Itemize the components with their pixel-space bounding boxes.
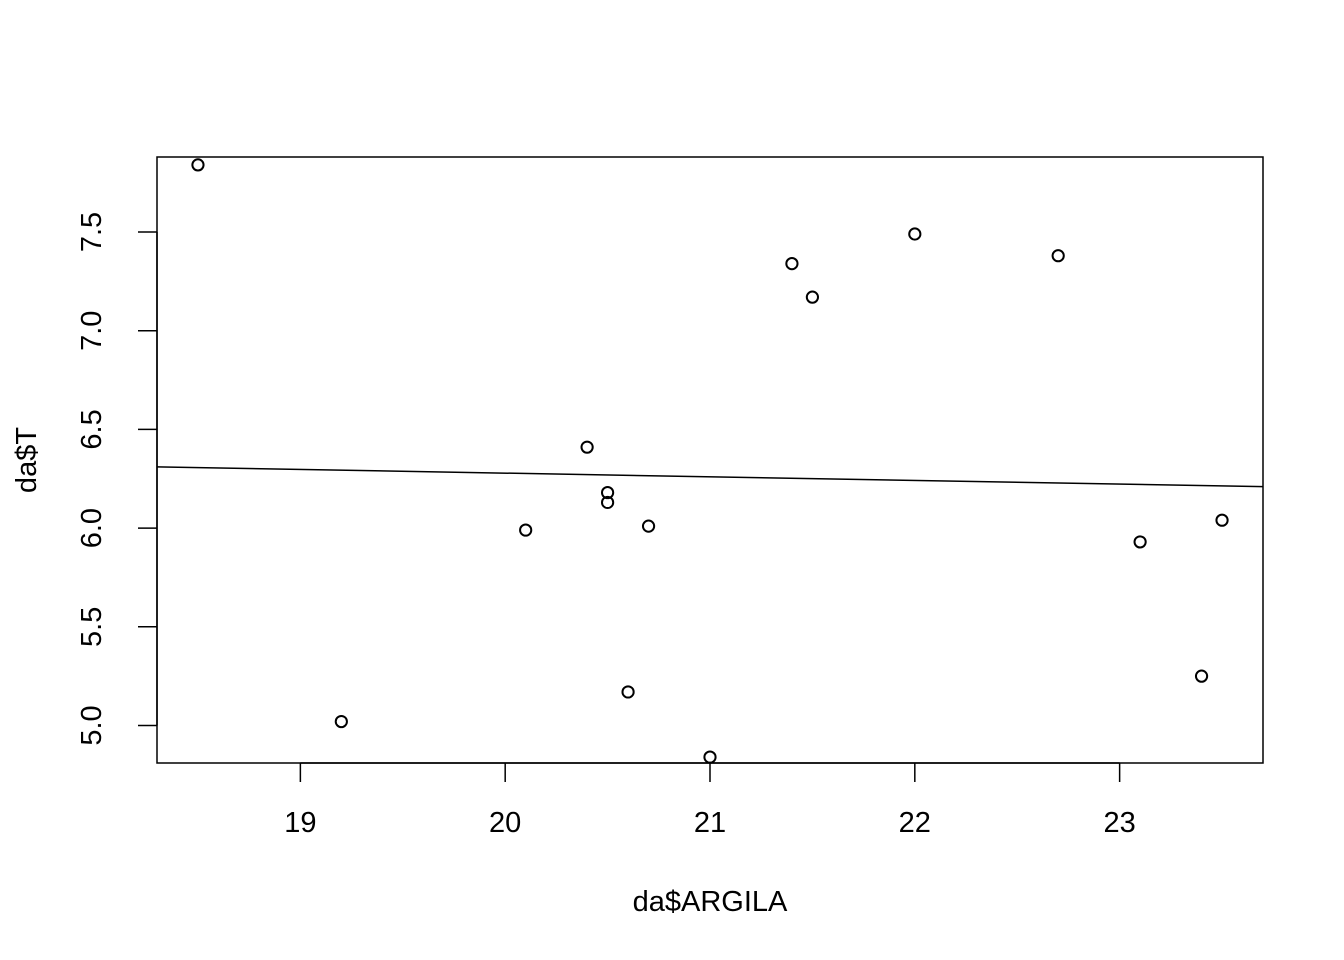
points-layer: [191, 158, 1229, 764]
x-axis-title: da$ARGILA: [633, 886, 788, 918]
data-point: [1051, 249, 1065, 263]
regression-line-layer: [156, 466, 1264, 488]
data-point: [334, 714, 348, 729]
plot-frame: [156, 156, 1264, 764]
y-axis-title: da$T: [11, 427, 43, 493]
data-point: [600, 495, 615, 510]
y-tick-label: 6.5: [76, 409, 108, 449]
data-point: [641, 519, 656, 533]
y-axis: 5.0 5.5 6.0 6.5 7.0 7.5: [76, 212, 158, 746]
data-point: [805, 290, 820, 304]
data-point: [600, 485, 615, 500]
y-tick-label: 7.0: [76, 311, 108, 351]
x-tick-label: 21: [694, 807, 726, 839]
data-point: [1194, 669, 1209, 683]
data-point: [191, 158, 205, 172]
data-point: [785, 256, 799, 271]
data-point: [1215, 513, 1229, 527]
x-axis: 19 20 21 22 23: [284, 762, 1136, 839]
y-tick-label: 5.0: [76, 705, 108, 745]
x-tick-label: 19: [284, 807, 316, 839]
x-tick-label: 20: [489, 807, 521, 839]
regression-line: [156, 466, 1264, 488]
data-point: [1133, 535, 1147, 549]
data-point: [908, 227, 922, 241]
data-point: [519, 523, 533, 537]
y-tick-label: 6.0: [76, 508, 108, 548]
data-point: [621, 685, 635, 699]
x-tick-label: 22: [899, 807, 931, 839]
y-tick-label: 5.5: [76, 607, 108, 647]
y-tick-label: 7.5: [76, 212, 108, 252]
data-point: [580, 440, 594, 454]
x-tick-label: 23: [1103, 807, 1135, 839]
data-point: [703, 750, 717, 764]
